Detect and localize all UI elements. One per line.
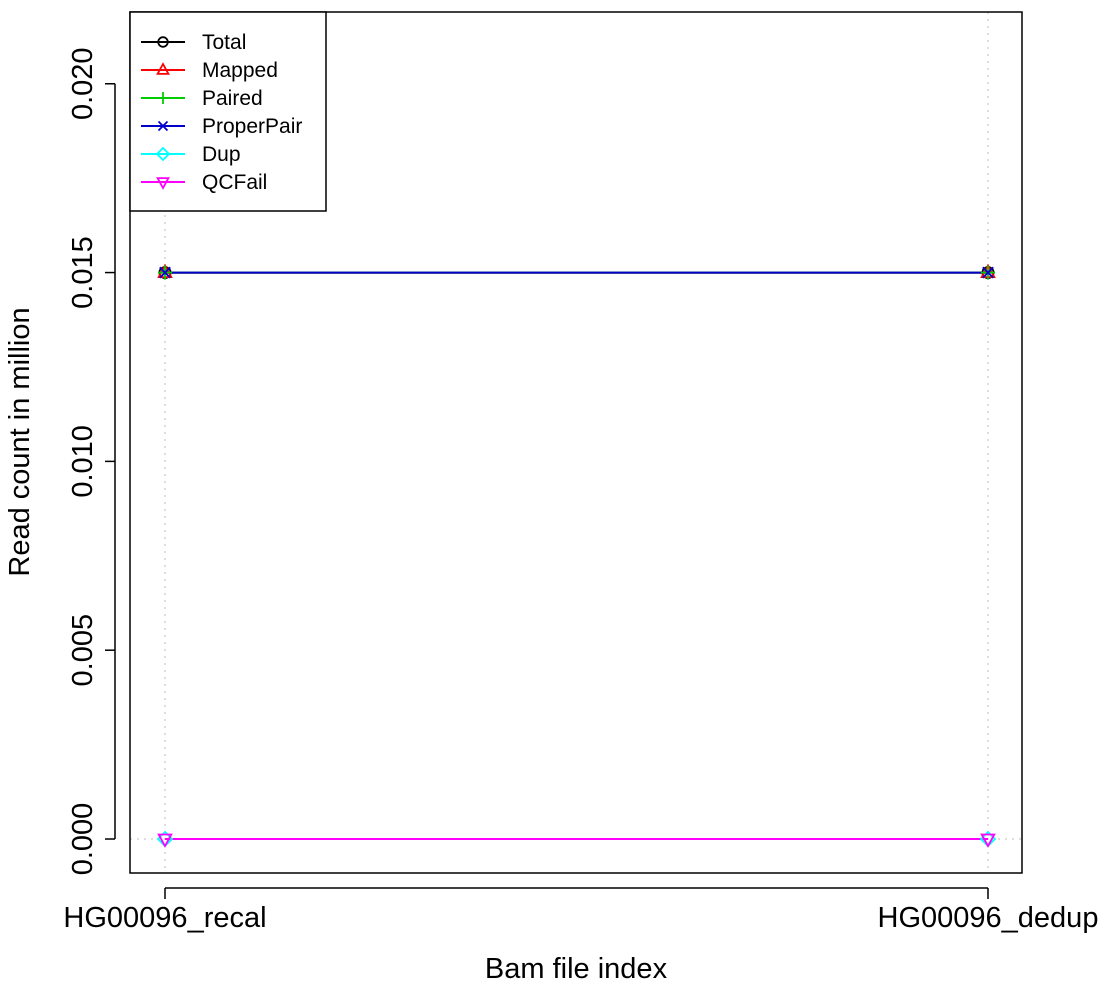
y-axis-title: Read count in million: [4, 307, 36, 576]
legend-marker-qcfail: [156, 177, 170, 190]
y-tick-label-3: 0.015: [67, 236, 99, 309]
x-axis-title: Bam file index: [485, 953, 668, 985]
legend-marker-dup: [155, 146, 171, 162]
marker-qcfail-hg00096-dedup-shape: [980, 833, 996, 848]
marker-qcfail-hg00096-recal: [157, 833, 173, 848]
series-lines: [165, 271, 988, 841]
legend: Total Mapped Paired ProperPair Dup QCFail: [129, 11, 327, 212]
legend-label-dup: Dup: [202, 143, 241, 166]
marker-qcfail-hg00096-recal-shape: [157, 833, 173, 848]
marker-properpair-hg00096-recal-shape-b: [159, 266, 171, 279]
legend-marker-mapped-shape: [156, 62, 170, 75]
marker-properpair-hg00096-recal: [159, 266, 171, 279]
plot-frame: [129, 11, 1023, 874]
marker-qcfail-hg00096-dedup: [980, 833, 996, 848]
legend-label-total: Total: [202, 31, 246, 54]
legend-marker-total: [157, 36, 169, 48]
data-markers: [156, 263, 997, 848]
y-tick-label-0: 0.000: [67, 803, 99, 876]
legend-marker-paired: [157, 92, 169, 104]
axes: 0.000 0.005 0.010 0.015 0.020 HG00096_recal HG…: [63, 47, 1098, 934]
legend-label-properpair: ProperPair: [202, 115, 302, 138]
marker-properpair-hg00096-dedup-shape-b: [982, 266, 994, 279]
legend-marker-dup-shape: [155, 146, 171, 162]
legend-marker-mapped: [156, 62, 170, 75]
legend-marker-qcfail-shape: [156, 177, 170, 190]
marker-properpair-hg00096-dedup: [982, 266, 994, 279]
legend-label-mapped: Mapped: [202, 59, 278, 82]
y-tick-label-1: 0.005: [67, 614, 99, 687]
legend-marker-properpair-shape-b: [157, 120, 169, 132]
y-tick-label-2: 0.010: [67, 425, 99, 498]
legend-marker-properpair: [157, 120, 169, 132]
y-tick-label-4: 0.020: [67, 47, 99, 120]
legend-label-paired: Paired: [202, 87, 263, 110]
x-tick-label-hg00096-dedup: HG00096_dedup: [878, 902, 1099, 934]
legend-marker-total-shape: [157, 36, 169, 48]
legend-label-qcfail: QCFail: [202, 171, 267, 194]
x-tick-label-hg00096-recal: HG00096_recal: [63, 902, 266, 934]
